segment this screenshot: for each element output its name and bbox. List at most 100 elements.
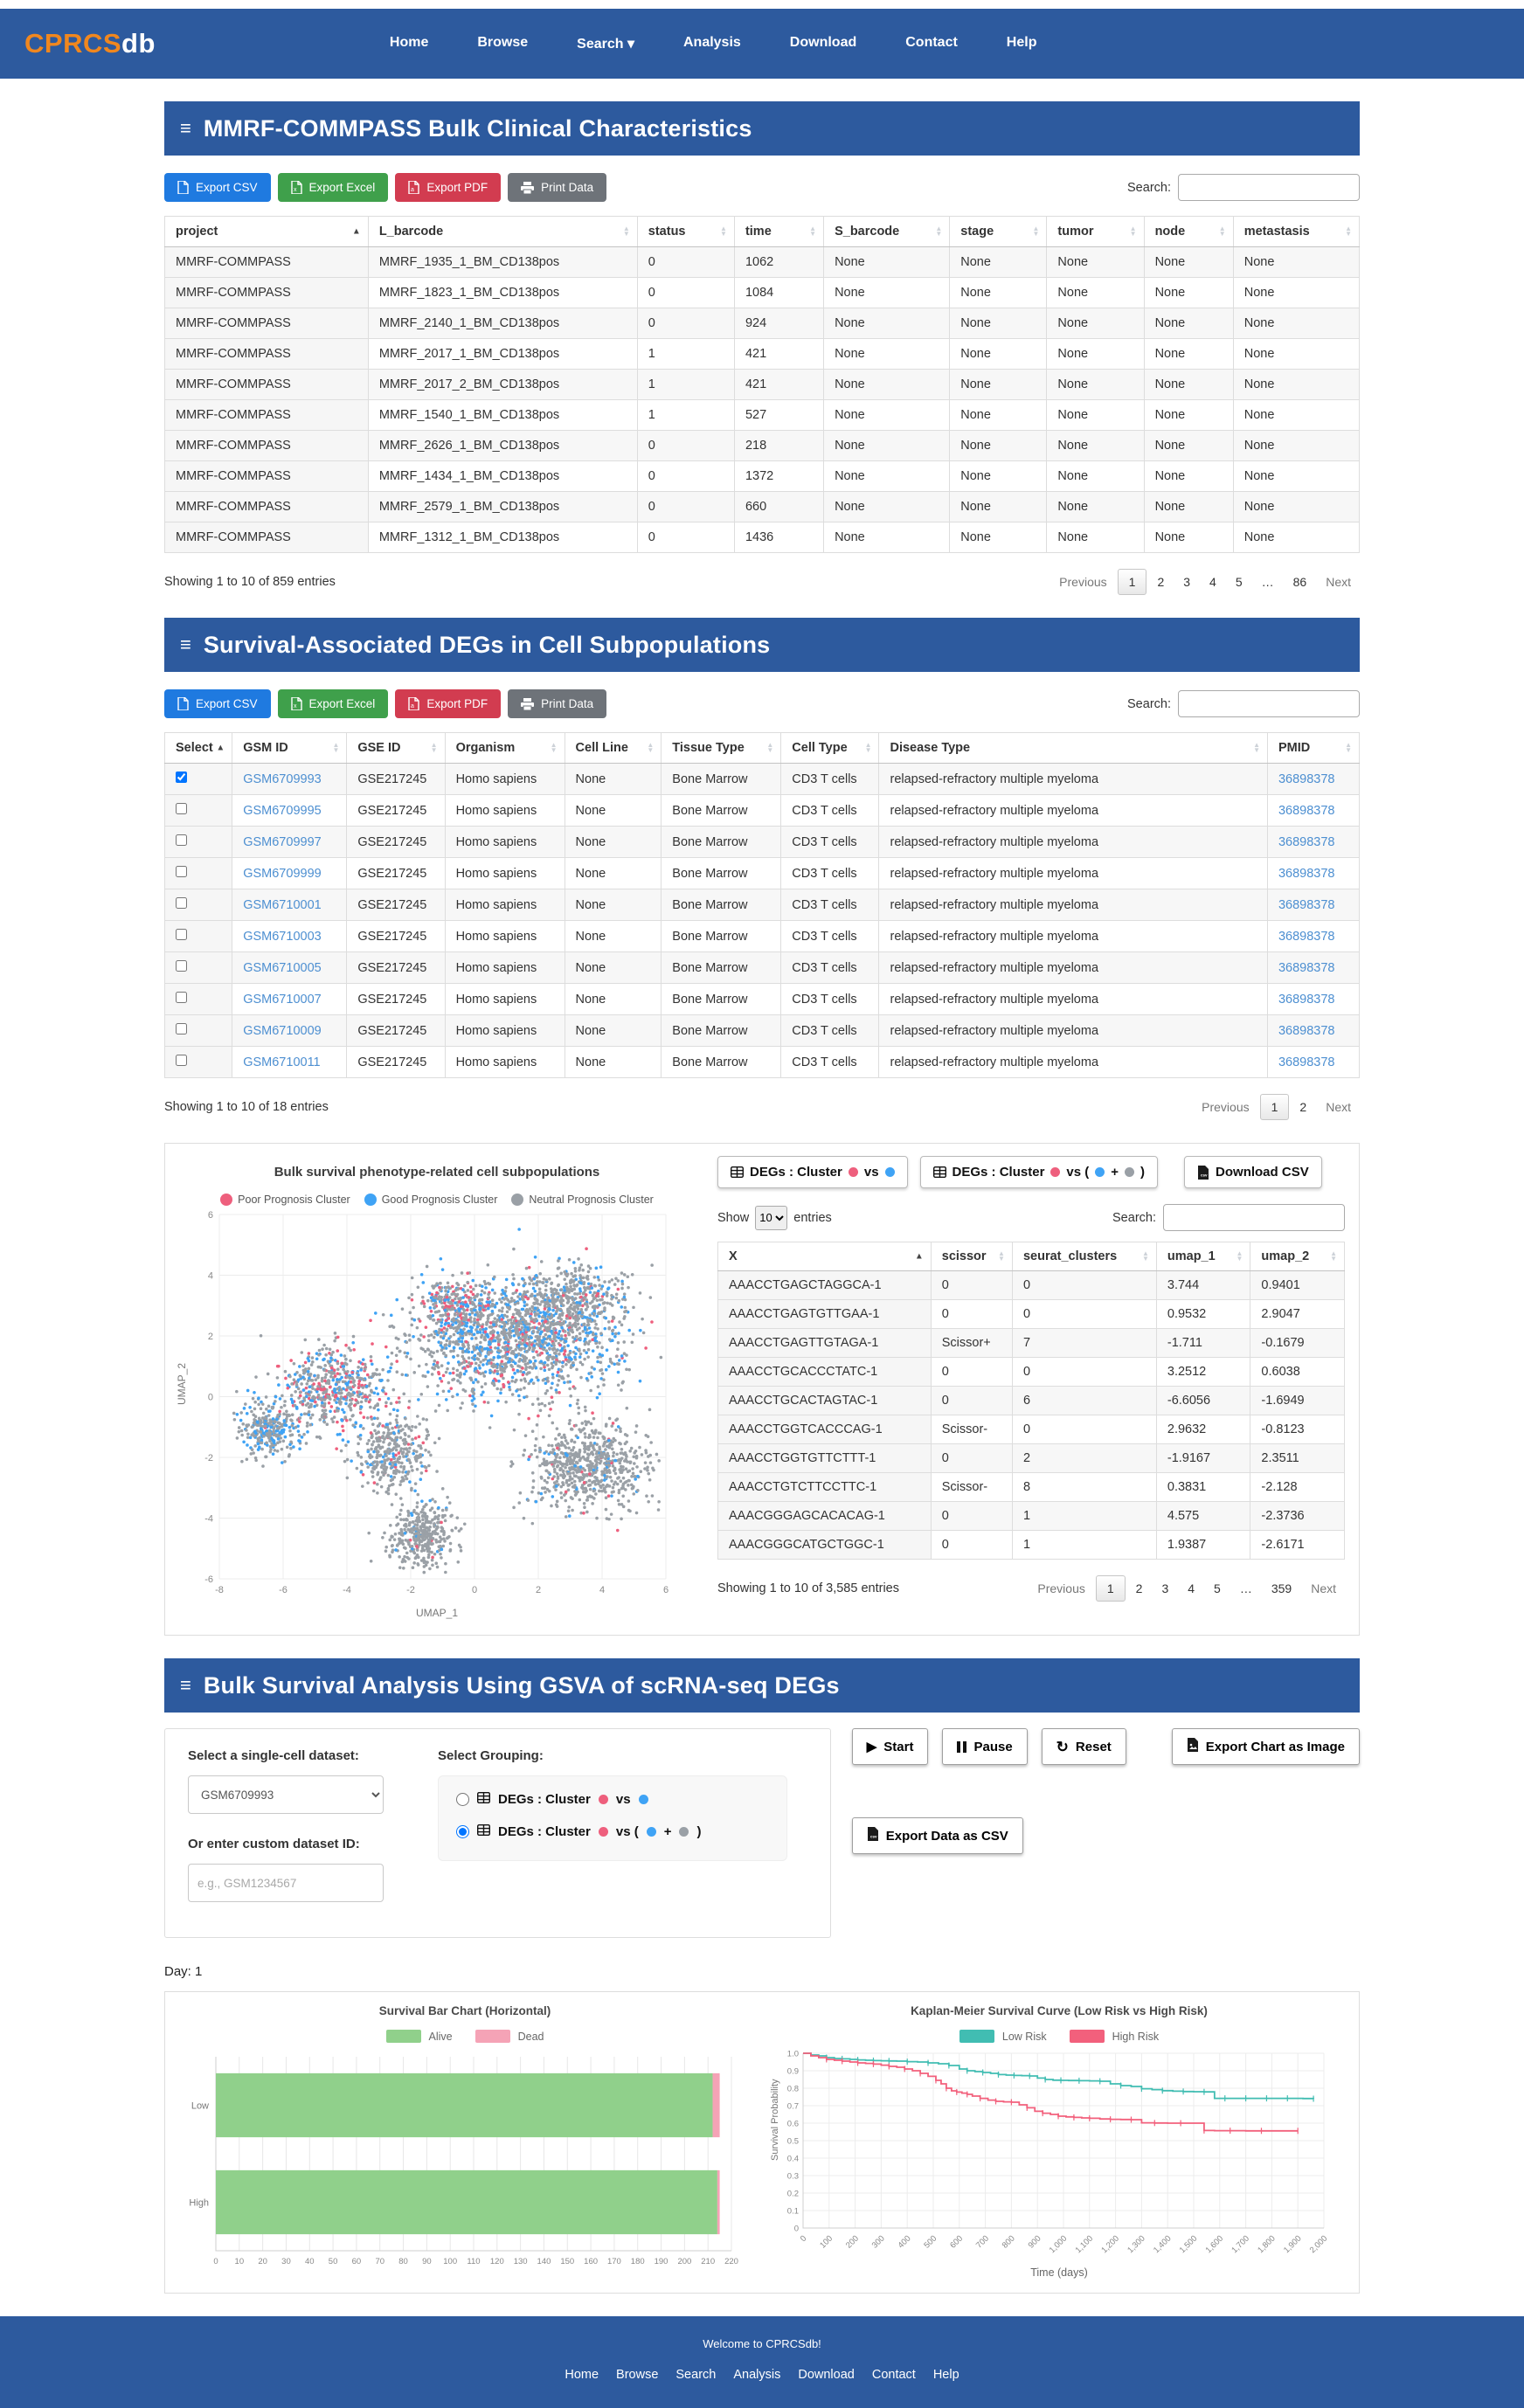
footer-link-help[interactable]: Help xyxy=(932,2368,959,2382)
gsm-id-link[interactable]: GSM6710003 xyxy=(243,929,322,944)
entries-per-page-select[interactable]: 10 xyxy=(755,1205,788,1230)
column-header-umap-1[interactable]: umap_1 ▲ ▼ xyxy=(1155,1242,1251,1271)
export-csv-button[interactable]: Export CSV xyxy=(164,689,271,718)
column-header-tumor[interactable]: tumor ▲ ▼ xyxy=(1046,216,1145,247)
footer-link-contact[interactable]: Contact xyxy=(871,2368,916,2382)
column-header-gse-id[interactable]: GSE ID ▲ ▼ xyxy=(346,732,446,764)
gsm-id-link[interactable]: GSM6709997 xyxy=(243,834,322,849)
page-5[interactable]: 5 xyxy=(1214,1581,1221,1595)
row-select-checkbox[interactable] xyxy=(176,992,187,1003)
export-chart-image-button[interactable]: Export Chart as Image xyxy=(1171,1728,1360,1765)
pmid-link[interactable]: 36898378 xyxy=(1278,866,1335,881)
page-previous[interactable]: Previous xyxy=(1202,1100,1250,1114)
column-header-cell-line[interactable]: Cell Line ▲ ▼ xyxy=(564,732,662,764)
column-header-scissor[interactable]: scissor ▲ ▼ xyxy=(930,1242,1013,1271)
page-2[interactable]: 2 xyxy=(1299,1100,1307,1114)
nav-item-contact[interactable]: Contact xyxy=(905,35,958,50)
page-next[interactable]: Next xyxy=(1311,1581,1336,1595)
footer-link-download[interactable]: Download xyxy=(798,2368,855,2382)
pmid-link[interactable]: 36898378 xyxy=(1278,960,1335,975)
page-3[interactable]: 3 xyxy=(1161,1581,1169,1595)
column-header-node[interactable]: node ▲ ▼ xyxy=(1143,216,1234,247)
gsm-id-link[interactable]: GSM6709995 xyxy=(243,803,322,818)
page-5[interactable]: 5 xyxy=(1235,575,1243,589)
page-1[interactable]: 1 xyxy=(1117,569,1147,595)
gsm-id-link[interactable]: GSM6709993 xyxy=(243,772,322,786)
export-data-csv-button[interactable]: csv Export Data as CSV xyxy=(851,1817,1023,1854)
page-1[interactable]: 1 xyxy=(1095,1575,1126,1602)
column-header-s-barcode[interactable]: S_barcode ▲ ▼ xyxy=(823,216,951,247)
row-select-checkbox[interactable] xyxy=(176,1055,187,1066)
gsm-id-link[interactable]: GSM6709999 xyxy=(243,866,322,881)
gsm-id-link[interactable]: GSM6710011 xyxy=(243,1055,321,1069)
column-header-cell-type[interactable]: Cell Type ▲ ▼ xyxy=(780,732,880,764)
export-pdf-button[interactable]: a Export PDF xyxy=(395,689,502,718)
degs-cluster-vs-combined-button[interactable]: DEGs : Cluster vs ( + ) xyxy=(919,1156,1159,1188)
page-4[interactable]: 4 xyxy=(1209,575,1216,589)
page-4[interactable]: 4 xyxy=(1188,1581,1195,1595)
dataset-select[interactable]: GSM6709993 xyxy=(188,1775,384,1814)
column-header-time[interactable]: time ▲ ▼ xyxy=(733,216,825,247)
nav-item-help[interactable]: Help xyxy=(1006,35,1037,50)
column-header-l-barcode[interactable]: L_barcode ▲ ▼ xyxy=(367,216,638,247)
umap-table-search-input[interactable] xyxy=(1163,1204,1345,1231)
brand-logo[interactable]: CPRCSdb xyxy=(24,28,156,59)
pmid-link[interactable]: 36898378 xyxy=(1278,992,1335,1007)
reset-button[interactable]: ↻ Reset xyxy=(1041,1728,1126,1765)
pmid-link[interactable]: 36898378 xyxy=(1278,897,1335,912)
export-excel-button[interactable]: x Export Excel xyxy=(277,689,389,718)
page-next[interactable]: Next xyxy=(1326,575,1351,589)
print-data-button[interactable]: Print Data xyxy=(508,173,607,202)
row-select-checkbox[interactable] xyxy=(176,866,187,877)
row-select-checkbox[interactable] xyxy=(176,960,187,972)
column-header-status[interactable]: status ▲ ▼ xyxy=(636,216,735,247)
gsm-id-link[interactable]: GSM6710009 xyxy=(243,1023,322,1038)
row-select-checkbox[interactable] xyxy=(176,1023,187,1034)
column-header-pmid[interactable]: PMID ▲ ▼ xyxy=(1266,732,1361,764)
row-select-checkbox[interactable] xyxy=(176,834,187,846)
page-previous[interactable]: Previous xyxy=(1059,575,1107,589)
print-data-button[interactable]: Print Data xyxy=(508,689,607,718)
nav-item-search[interactable]: Search ▾ xyxy=(577,37,634,52)
column-header-tissue-type[interactable]: Tissue Type ▲ ▼ xyxy=(661,732,782,764)
column-header-x[interactable]: X ▲ xyxy=(717,1242,932,1271)
page-2[interactable]: 2 xyxy=(1157,575,1165,589)
footer-link-home[interactable]: Home xyxy=(565,2368,599,2382)
column-header-stage[interactable]: stage ▲ ▼ xyxy=(949,216,1048,247)
page-86[interactable]: 86 xyxy=(1292,575,1307,589)
column-header-disease-type[interactable]: Disease Type ▲ ▼ xyxy=(878,732,1268,764)
row-select-checkbox[interactable] xyxy=(176,803,187,814)
grouping-radio-2[interactable] xyxy=(456,1825,469,1838)
row-select-checkbox[interactable] xyxy=(176,929,187,940)
custom-dataset-input[interactable] xyxy=(188,1864,384,1902)
nav-item-home[interactable]: Home xyxy=(389,35,429,50)
table2-search-input[interactable] xyxy=(1178,690,1360,717)
pmid-link[interactable]: 36898378 xyxy=(1278,1055,1335,1069)
export-excel-button[interactable]: x Export Excel xyxy=(277,173,389,202)
degs-cluster-vs-button[interactable]: DEGs : Cluster vs xyxy=(717,1156,908,1188)
row-select-checkbox[interactable] xyxy=(176,772,187,783)
export-csv-button[interactable]: Export CSV xyxy=(164,173,271,202)
column-header-seurat-clusters[interactable]: seurat_clusters ▲ ▼ xyxy=(1011,1242,1157,1271)
page-previous[interactable]: Previous xyxy=(1037,1581,1085,1595)
pmid-link[interactable]: 36898378 xyxy=(1278,772,1335,786)
pause-button[interactable]: Pause xyxy=(942,1728,1028,1765)
export-pdf-button[interactable]: a Export PDF xyxy=(395,173,502,202)
nav-item-download[interactable]: Download xyxy=(789,35,857,50)
page-2[interactable]: 2 xyxy=(1135,1581,1143,1595)
column-header-umap-2[interactable]: umap_2 ▲ ▼ xyxy=(1250,1242,1345,1271)
gsm-id-link[interactable]: GSM6710007 xyxy=(243,992,322,1007)
pmid-link[interactable]: 36898378 xyxy=(1278,1023,1335,1038)
column-header-select[interactable]: Select ▲ xyxy=(163,732,233,764)
column-header-project[interactable]: project ▲ xyxy=(164,216,369,247)
footer-link-analysis[interactable]: Analysis xyxy=(733,2368,781,2382)
row-select-checkbox[interactable] xyxy=(176,897,187,909)
pmid-link[interactable]: 36898378 xyxy=(1278,803,1335,818)
gsm-id-link[interactable]: GSM6710005 xyxy=(243,960,322,975)
grouping-option-2[interactable]: DEGs : Cluster vs ( + ) xyxy=(456,1823,769,1839)
nav-item-analysis[interactable]: Analysis xyxy=(682,35,741,50)
page-3[interactable]: 3 xyxy=(1183,575,1191,589)
footer-link-browse[interactable]: Browse xyxy=(616,2368,659,2382)
column-header-organism[interactable]: Organism ▲ ▼ xyxy=(444,732,565,764)
pmid-link[interactable]: 36898378 xyxy=(1278,929,1335,944)
